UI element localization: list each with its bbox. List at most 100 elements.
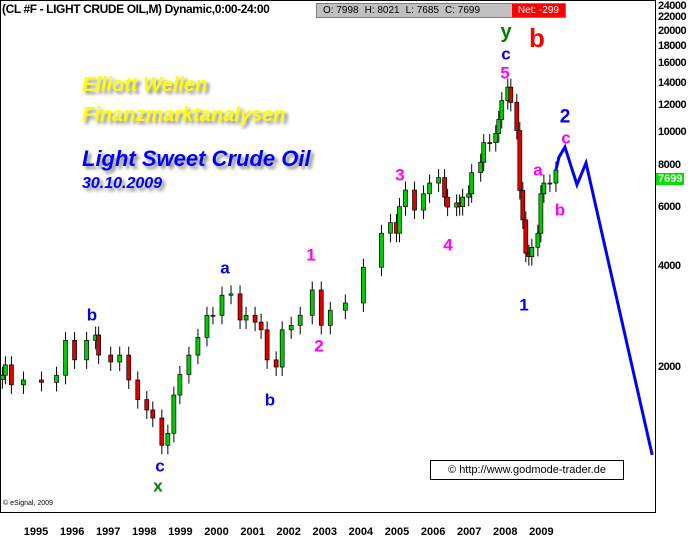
y-tick-label: 16000 [658,57,687,70]
wave-label: a [533,160,543,180]
x-tick-label: 2004 [348,526,374,538]
wave-label: b [86,305,98,325]
candle-body [478,161,484,174]
candle-body [388,222,393,234]
y-tick-label: 4000 [658,259,681,272]
wave-label: 1 [519,295,529,315]
candle-body [520,190,526,221]
candle-body [541,182,547,195]
candle-body [135,379,141,400]
x-tick-label: 2007 [456,526,482,538]
candle-body [177,374,183,396]
net-change: Net: -299 [511,4,565,17]
low-value: L: 7685 [405,4,439,16]
wave-label: c [155,456,165,476]
ohlc-readout: O: 7998 H: 8021 L: 7685 C: 7699 Net: -29… [316,3,566,18]
candle-body [228,293,234,296]
candle-body [171,394,177,434]
candle-body [309,289,315,316]
wave-label: 5 [500,63,510,83]
x-tick-label: 2009 [529,526,554,538]
candle-body [258,321,264,331]
candle-body [288,325,294,331]
x-tick-label: 2001 [240,526,265,538]
y-tick-label: 8000 [658,158,681,171]
wave-label: c [501,44,511,64]
last-price-label: 7699 [656,173,685,185]
candle-body [460,196,466,207]
candle-body [279,329,285,368]
y-tick-label: 20000 [658,24,687,37]
candle-body [165,432,171,446]
wave-label: 3 [395,165,405,185]
candle-body [195,337,201,356]
candle-body [237,293,243,321]
candle-body [159,417,165,446]
candle-body [150,409,156,419]
candle-body [412,189,417,211]
candle-body [63,340,68,376]
projection-line [554,143,654,456]
candle-body [427,182,432,195]
candle-body [273,359,279,368]
candle-body [144,399,150,411]
credit-link[interactable]: © http://www.godmode-trader.de [430,460,624,480]
x-tick-label: 2006 [420,526,446,538]
wave-label: b [264,390,276,410]
y-tick-label: 18000 [658,40,687,53]
wave-label: b [529,23,545,53]
candle-body [466,193,472,198]
candle-body [72,340,77,361]
candle-body [210,314,216,317]
candle-body [9,364,14,386]
x-tick-label: 1999 [168,526,193,538]
wave-label: x [153,476,163,496]
annotation-finanz: Finanzmarktanalysen [82,104,286,126]
candle-body [547,182,553,185]
y-tick-label: 24000 [658,0,687,12]
x-tick-label: 1998 [132,526,157,538]
candle-body [204,314,210,338]
x-tick-label: 1995 [23,526,49,538]
y-tick-label: 2000 [658,361,681,373]
candle-body [499,100,505,120]
wave-label: y [500,21,512,43]
x-tick-label: 1997 [95,526,121,538]
copyright-text: © eSignal, 2009 [3,500,53,507]
candle-body [469,172,475,195]
candle-body [21,379,26,386]
candle-body [535,232,541,248]
candle-body [84,340,89,361]
high-value: H: 8021 [364,4,400,16]
candle-body [538,193,544,234]
candle-body [126,354,132,381]
candle-body [252,314,258,323]
candle-body [264,329,270,361]
wave-label: a [220,258,230,278]
candle-body [508,86,514,103]
chart-title: (CL #F - LIGHT CRUDE OIL,M) Dynamic,0:00… [2,2,270,16]
candle-body [327,309,333,326]
open-value: O: 7998 [323,4,359,16]
wave-label: 2 [314,336,324,356]
candle-body [436,177,441,184]
x-tick-label: 2002 [276,526,301,538]
wave-label: b [554,200,566,220]
x-tick-label: 2008 [493,526,518,538]
y-tick-label: 6000 [658,200,681,213]
candle-body [186,354,192,375]
candle-body [297,314,303,326]
y-tick-label: 14000 [658,76,687,89]
candle-body [397,206,402,234]
candle-body [379,232,384,268]
candle-body [243,314,249,321]
candle-body [3,364,8,376]
candle-body [487,142,493,144]
candle-body [117,354,123,363]
y-tick-label: 22000 [658,10,687,23]
wave-label: c [561,128,571,148]
annotation-date: 30.10.2009 [82,175,163,192]
plot-frame [0,0,656,513]
candle-body [342,302,348,311]
